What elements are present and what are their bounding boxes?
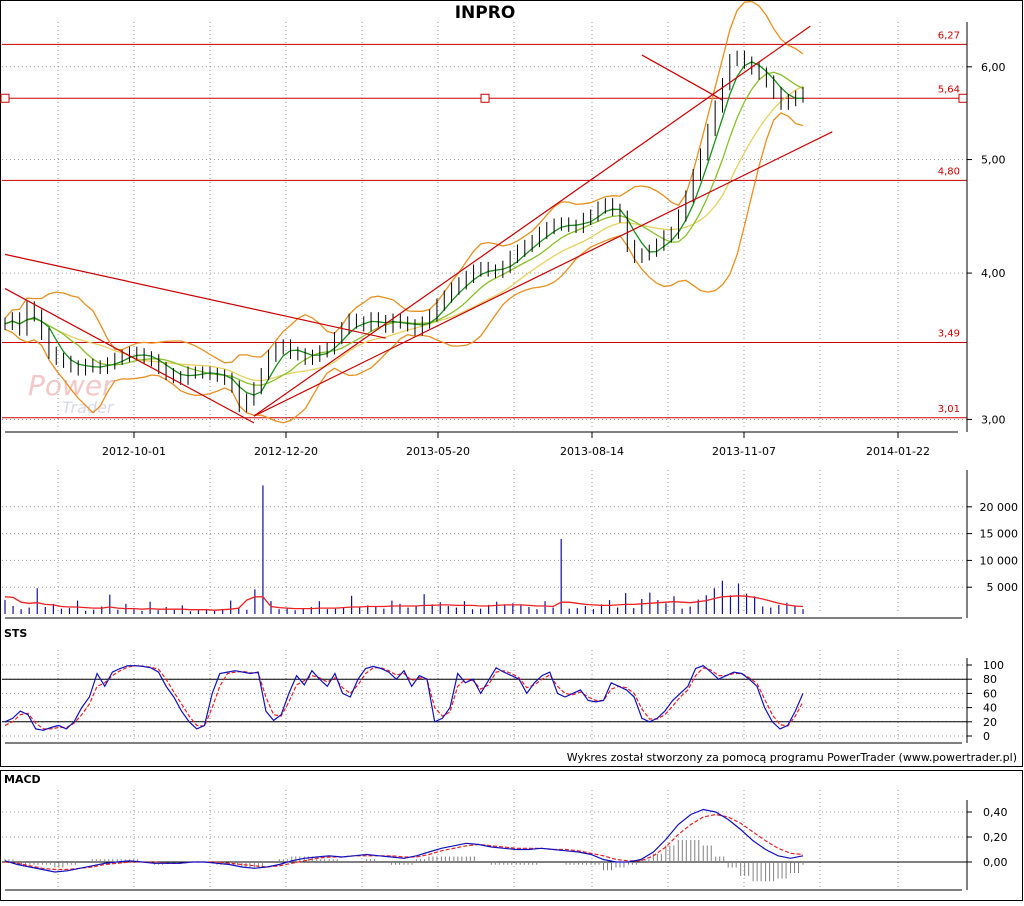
- volume-tick-label: 20 000: [980, 501, 1019, 514]
- ma-slow-line: [4, 85, 804, 382]
- macd-chart-frame: [0, 770, 1023, 901]
- date-tick-label: 2014-01-22: [866, 445, 930, 458]
- sts-tick-label: 100: [983, 659, 1004, 672]
- volume-tick-label: 15 000: [980, 528, 1019, 541]
- price-grid: [2, 22, 967, 430]
- footer-credit: Wykres został stworzony za pomocą progra…: [567, 751, 1017, 764]
- watermark-power: Power: [28, 369, 115, 402]
- level-label: 6,27: [938, 30, 960, 41]
- macd-panel-title: MACD: [4, 773, 41, 786]
- level-handle: [480, 93, 490, 103]
- macd-grid: [2, 790, 967, 888]
- date-tick-label: 2013-11-07: [712, 445, 776, 458]
- date-tick-label: 2013-05-20: [406, 445, 470, 458]
- price-tick-label: 5,00: [981, 154, 1006, 167]
- sts-tick-label: 80: [983, 673, 997, 686]
- ma-mid-line: [4, 71, 804, 386]
- macd-layer: [2, 808, 967, 882]
- bollinger-lower-line: [4, 112, 804, 424]
- volume-layer: [4, 485, 804, 614]
- trendline: [253, 25, 811, 417]
- price-tick-label: 4,00: [981, 267, 1006, 280]
- sts-tick-label: 40: [983, 702, 997, 715]
- price-layer: 6,27 5,64 4,80 3,49 3,01: [0, 0, 968, 424]
- sts-grid: [2, 650, 967, 742]
- volume-tick-label: 10 000: [980, 554, 1019, 567]
- sts-panel-title: STS: [4, 627, 27, 640]
- sts-layer: [2, 665, 967, 731]
- chart-title: INPRO: [455, 3, 516, 23]
- price-tick-label: 6,00: [981, 61, 1006, 74]
- macd-axis: 0,00 0,20 0,40: [5, 800, 1008, 891]
- volume-tick-label: 5 000: [987, 581, 1019, 594]
- level-label: 3,01: [938, 404, 960, 415]
- price-tick-label: 3,00: [981, 413, 1006, 426]
- date-tick-label: 2012-12-20: [254, 445, 318, 458]
- macd-line: [4, 808, 804, 873]
- bollinger-upper-line: [4, 0, 804, 364]
- date-tick-label: 2012-10-01: [102, 445, 166, 458]
- volume-grid: [2, 470, 967, 614]
- trendline: [641, 54, 723, 101]
- trendline: [4, 288, 255, 424]
- macd-tick-label: 0,00: [983, 856, 1008, 869]
- level-label: 3,49: [938, 328, 960, 339]
- sts-k-line: [4, 665, 804, 731]
- sts-tick-label: 0: [983, 730, 990, 743]
- date-tick-label: 2013-08-14: [560, 445, 624, 458]
- level-handle: [0, 93, 10, 103]
- volume-average-line: [4, 595, 804, 611]
- sts-tick-label: 60: [983, 687, 997, 700]
- level-label: 4,80: [938, 166, 960, 177]
- date-axis: 2012-10-01 2012-12-20 2013-05-20 2013-08-14…: [5, 431, 958, 458]
- trendline: [4, 253, 386, 339]
- level-label: 5,64: [938, 84, 960, 95]
- ma-fast-line: [4, 61, 803, 396]
- sts-tick-label: 20: [983, 716, 997, 729]
- macd-tick-label: 0,20: [983, 831, 1008, 844]
- sts-d-line: [4, 665, 804, 730]
- price-axis: 3,00 4,00 5,00 6,00: [966, 22, 1006, 432]
- macd-tick-label: 0,40: [983, 806, 1008, 819]
- level-handle: [958, 93, 968, 103]
- main-chart-frame: [0, 0, 1023, 767]
- trendline: [253, 131, 833, 417]
- volume-axis: 5 000 10 000 15 000 20 000: [5, 470, 1019, 619]
